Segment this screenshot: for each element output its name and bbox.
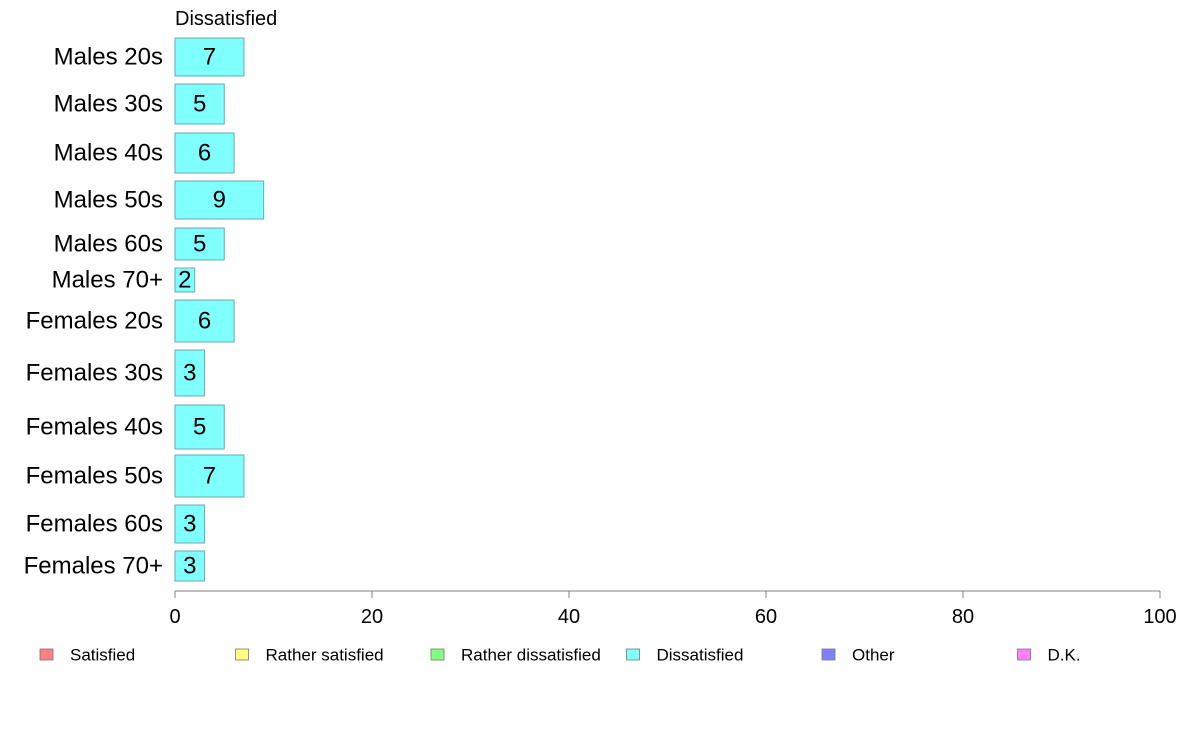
x-tick-label: 60: [755, 606, 777, 628]
legend-swatch: [430, 648, 445, 661]
bar: [174, 180, 265, 220]
bar: [174, 349, 206, 397]
legend-swatch: [1017, 648, 1031, 661]
category-label: Males 70+: [52, 267, 163, 294]
legend-label: Rather dissatisfied: [461, 646, 601, 665]
panel-title: Dissatisfied: [175, 8, 277, 30]
bar: [174, 299, 235, 343]
x-tick-label: 0: [169, 606, 180, 628]
bar: [174, 37, 245, 77]
legend-swatch: [626, 648, 640, 661]
legend-label: Other: [852, 646, 895, 665]
bar-value-label: 7: [203, 463, 216, 490]
category-label: Females 40s: [26, 414, 163, 441]
category-label: Females 20s: [26, 308, 163, 335]
bar-value-label: 3: [183, 553, 196, 580]
category-label: Females 60s: [26, 511, 163, 538]
legend-label: D.K.: [1048, 646, 1081, 665]
category-label: Males 20s: [54, 44, 163, 71]
bar: [174, 132, 235, 174]
category-label: Females 30s: [26, 360, 163, 387]
bar: [174, 267, 196, 293]
bars-group: Males 20s 7 Males 30s 5 Males 40s 6 Males 50s 9…: [24, 37, 265, 582]
legend: Satisfied Rather satisfied Rather dissatis…: [39, 646, 1081, 665]
bar-value-label: 2: [178, 267, 191, 294]
bar-value-label: 5: [193, 414, 206, 441]
bar: [174, 83, 225, 125]
bar-value-label: 7: [203, 44, 216, 71]
legend-label: Satisfied: [70, 646, 135, 665]
x-tick-label: 80: [952, 606, 974, 628]
x-axis: 0 20 40 60 80 100: [169, 590, 1177, 628]
bar-value-label: 3: [183, 511, 196, 538]
legend-swatch: [39, 648, 54, 661]
x-tick-label: 40: [558, 606, 580, 628]
legend-label: Dissatisfied: [657, 646, 744, 665]
legend-swatch: [235, 648, 249, 661]
bar: [174, 454, 245, 498]
x-tick-label: 20: [361, 606, 383, 628]
category-label: Males 40s: [54, 140, 163, 167]
bar-value-label: 5: [193, 231, 206, 258]
bar: [174, 227, 225, 261]
bar-value-label: 5: [193, 91, 206, 118]
bar-value-label: 6: [198, 308, 211, 335]
x-tick-label: 100: [1143, 606, 1176, 628]
category-label: Females 50s: [26, 463, 163, 490]
category-label: Males 30s: [54, 91, 163, 118]
category-label: Males 50s: [54, 187, 163, 214]
category-label: Males 60s: [54, 231, 163, 258]
category-label: Females 70+: [24, 553, 163, 580]
bar-value-label: 3: [183, 360, 196, 387]
bar: [174, 550, 206, 582]
bar: [174, 404, 225, 450]
legend-label: Rather satisfied: [266, 646, 384, 665]
bar: [174, 504, 206, 544]
bar-value-label: 6: [198, 140, 211, 167]
bar-value-label: 9: [213, 187, 226, 214]
legend-swatch: [821, 648, 836, 661]
